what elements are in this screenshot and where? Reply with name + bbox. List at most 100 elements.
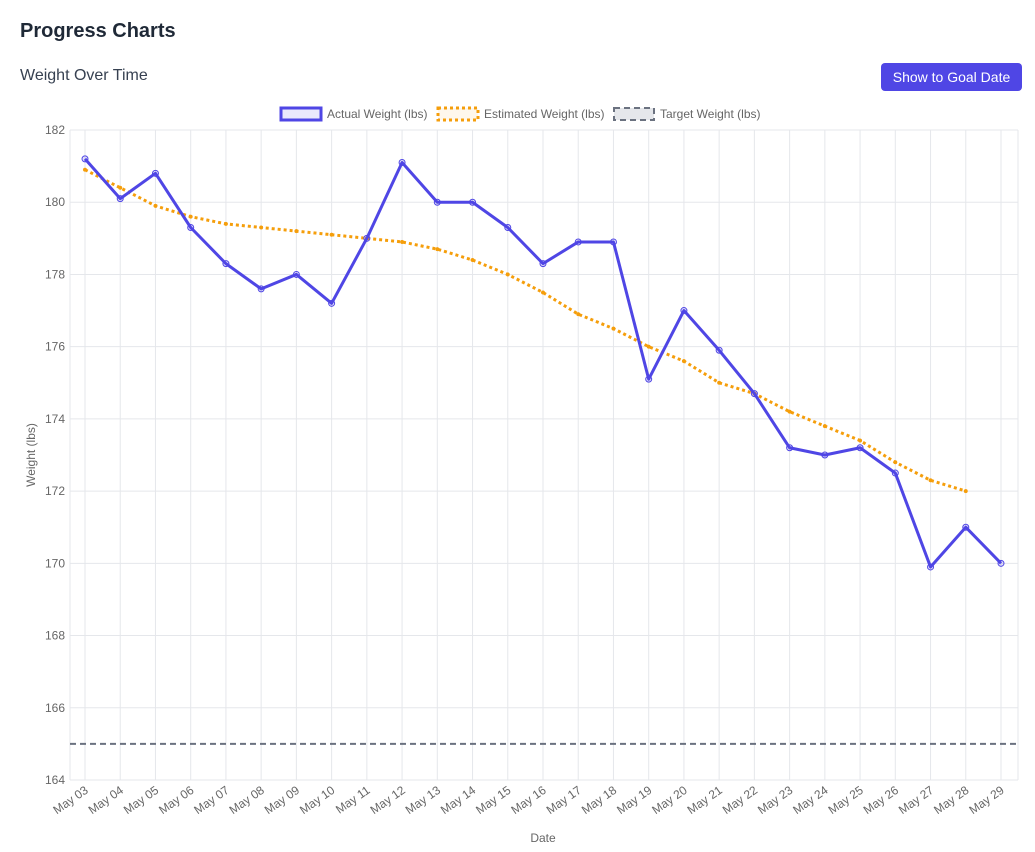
legend-label: Actual Weight (lbs) bbox=[327, 107, 427, 121]
data-point bbox=[856, 444, 864, 452]
data-point bbox=[609, 238, 617, 246]
legend-swatch bbox=[613, 107, 655, 121]
x-tick-label: May 10 bbox=[297, 783, 338, 817]
legend-swatch bbox=[279, 106, 323, 122]
data-point bbox=[786, 444, 794, 452]
data-point bbox=[398, 159, 406, 166]
data-point bbox=[962, 523, 970, 531]
y-tick-label: 166 bbox=[45, 701, 65, 715]
x-tick-label: May 13 bbox=[403, 783, 444, 817]
data-point bbox=[223, 221, 228, 226]
y-tick-label: 182 bbox=[45, 123, 65, 137]
x-tick-label: May 07 bbox=[191, 783, 232, 817]
y-tick-label: 170 bbox=[45, 556, 65, 570]
legend-swatch bbox=[436, 106, 480, 122]
data-point bbox=[928, 478, 933, 483]
legend-label: Target Weight (lbs) bbox=[660, 107, 760, 121]
data-point bbox=[646, 344, 651, 349]
x-tick-label: May 16 bbox=[508, 783, 549, 817]
data-point bbox=[469, 198, 477, 206]
series-line-estimated bbox=[84, 168, 967, 493]
y-tick-label: 180 bbox=[45, 195, 65, 209]
data-point bbox=[400, 239, 405, 244]
data-point bbox=[717, 380, 722, 385]
data-point bbox=[363, 234, 371, 242]
x-tick-label: May 17 bbox=[544, 783, 585, 817]
data-point bbox=[715, 346, 723, 354]
data-point bbox=[292, 270, 300, 278]
data-point bbox=[118, 185, 123, 190]
data-point bbox=[435, 247, 440, 252]
x-tick-label: May 24 bbox=[790, 783, 831, 817]
x-tick-label: May 28 bbox=[931, 783, 972, 817]
data-point bbox=[893, 460, 898, 465]
series-1 bbox=[82, 167, 968, 494]
data-point bbox=[611, 326, 616, 331]
data-point bbox=[505, 272, 510, 277]
x-tick-label: May 21 bbox=[685, 783, 726, 817]
data-point bbox=[576, 312, 581, 317]
data-point bbox=[574, 238, 582, 246]
data-point bbox=[822, 424, 827, 429]
data-point bbox=[188, 214, 193, 219]
x-tick-label: May 18 bbox=[579, 783, 620, 817]
x-tick-label: May 19 bbox=[614, 783, 655, 817]
x-tick-label: May 08 bbox=[227, 783, 268, 817]
x-tick-label: May 26 bbox=[861, 783, 902, 817]
x-tick-label: May 29 bbox=[966, 783, 1007, 817]
y-tick-label: 172 bbox=[45, 484, 65, 498]
x-tick-label: May 15 bbox=[473, 783, 514, 817]
data-point bbox=[82, 167, 88, 172]
data-point bbox=[257, 285, 265, 293]
data-point bbox=[328, 299, 336, 307]
x-tick-label: May 27 bbox=[896, 783, 937, 817]
show-to-goal-date-button[interactable]: Show to Goal Date bbox=[881, 63, 1022, 91]
data-point bbox=[927, 563, 935, 571]
x-tick-label: May 22 bbox=[720, 783, 761, 817]
x-tick-label: May 20 bbox=[649, 783, 690, 817]
weight-chart: 164 166 168 170 172 174 176 178 180 182 May 03 May … bbox=[0, 100, 1035, 847]
data-point bbox=[891, 469, 899, 477]
x-tick-label: May 05 bbox=[121, 783, 162, 817]
x-axis-label: Date bbox=[530, 831, 556, 845]
series-line-actual bbox=[83, 157, 1003, 569]
data-point bbox=[294, 229, 299, 234]
data-point bbox=[329, 232, 334, 237]
data-point bbox=[470, 257, 475, 263]
data-point bbox=[222, 260, 230, 268]
data-point bbox=[151, 169, 159, 177]
x-tick-label: May 04 bbox=[86, 783, 127, 817]
y-tick-label: 174 bbox=[45, 412, 65, 426]
x-tick-label: May 09 bbox=[262, 783, 303, 817]
legend: Actual Weight (lbs) Estimated Weight (lbs… bbox=[279, 106, 760, 122]
data-point bbox=[504, 224, 512, 231]
data-point bbox=[539, 260, 547, 268]
data-point bbox=[750, 390, 758, 398]
y-axis-label: Weight (lbs) bbox=[24, 423, 38, 487]
data-point bbox=[259, 225, 264, 230]
x-tick-label: May 23 bbox=[755, 783, 796, 817]
x-tick-label: May 11 bbox=[333, 783, 373, 817]
grid bbox=[69, 129, 1019, 781]
section-title: Weight Over Time bbox=[20, 67, 148, 84]
data-point bbox=[821, 451, 829, 459]
data-point bbox=[681, 359, 686, 364]
data-point bbox=[187, 224, 195, 231]
legend-label: Estimated Weight (lbs) bbox=[484, 107, 605, 121]
data-point bbox=[645, 375, 653, 383]
y-tick-label: 176 bbox=[45, 340, 65, 354]
data-point bbox=[153, 203, 158, 208]
x-tick-label: May 06 bbox=[156, 783, 197, 817]
data-point bbox=[116, 195, 124, 203]
data-point bbox=[540, 290, 546, 295]
data-point bbox=[963, 489, 968, 494]
y-tick-label: 164 bbox=[45, 773, 65, 787]
page-title: Progress Charts bbox=[20, 20, 176, 42]
x-tick-label: May 12 bbox=[368, 783, 409, 817]
y-tick-label: 168 bbox=[45, 629, 65, 643]
data-point bbox=[787, 409, 792, 414]
x-tick-label: May 14 bbox=[438, 783, 479, 817]
data-point bbox=[680, 307, 688, 315]
data-point bbox=[858, 438, 863, 443]
